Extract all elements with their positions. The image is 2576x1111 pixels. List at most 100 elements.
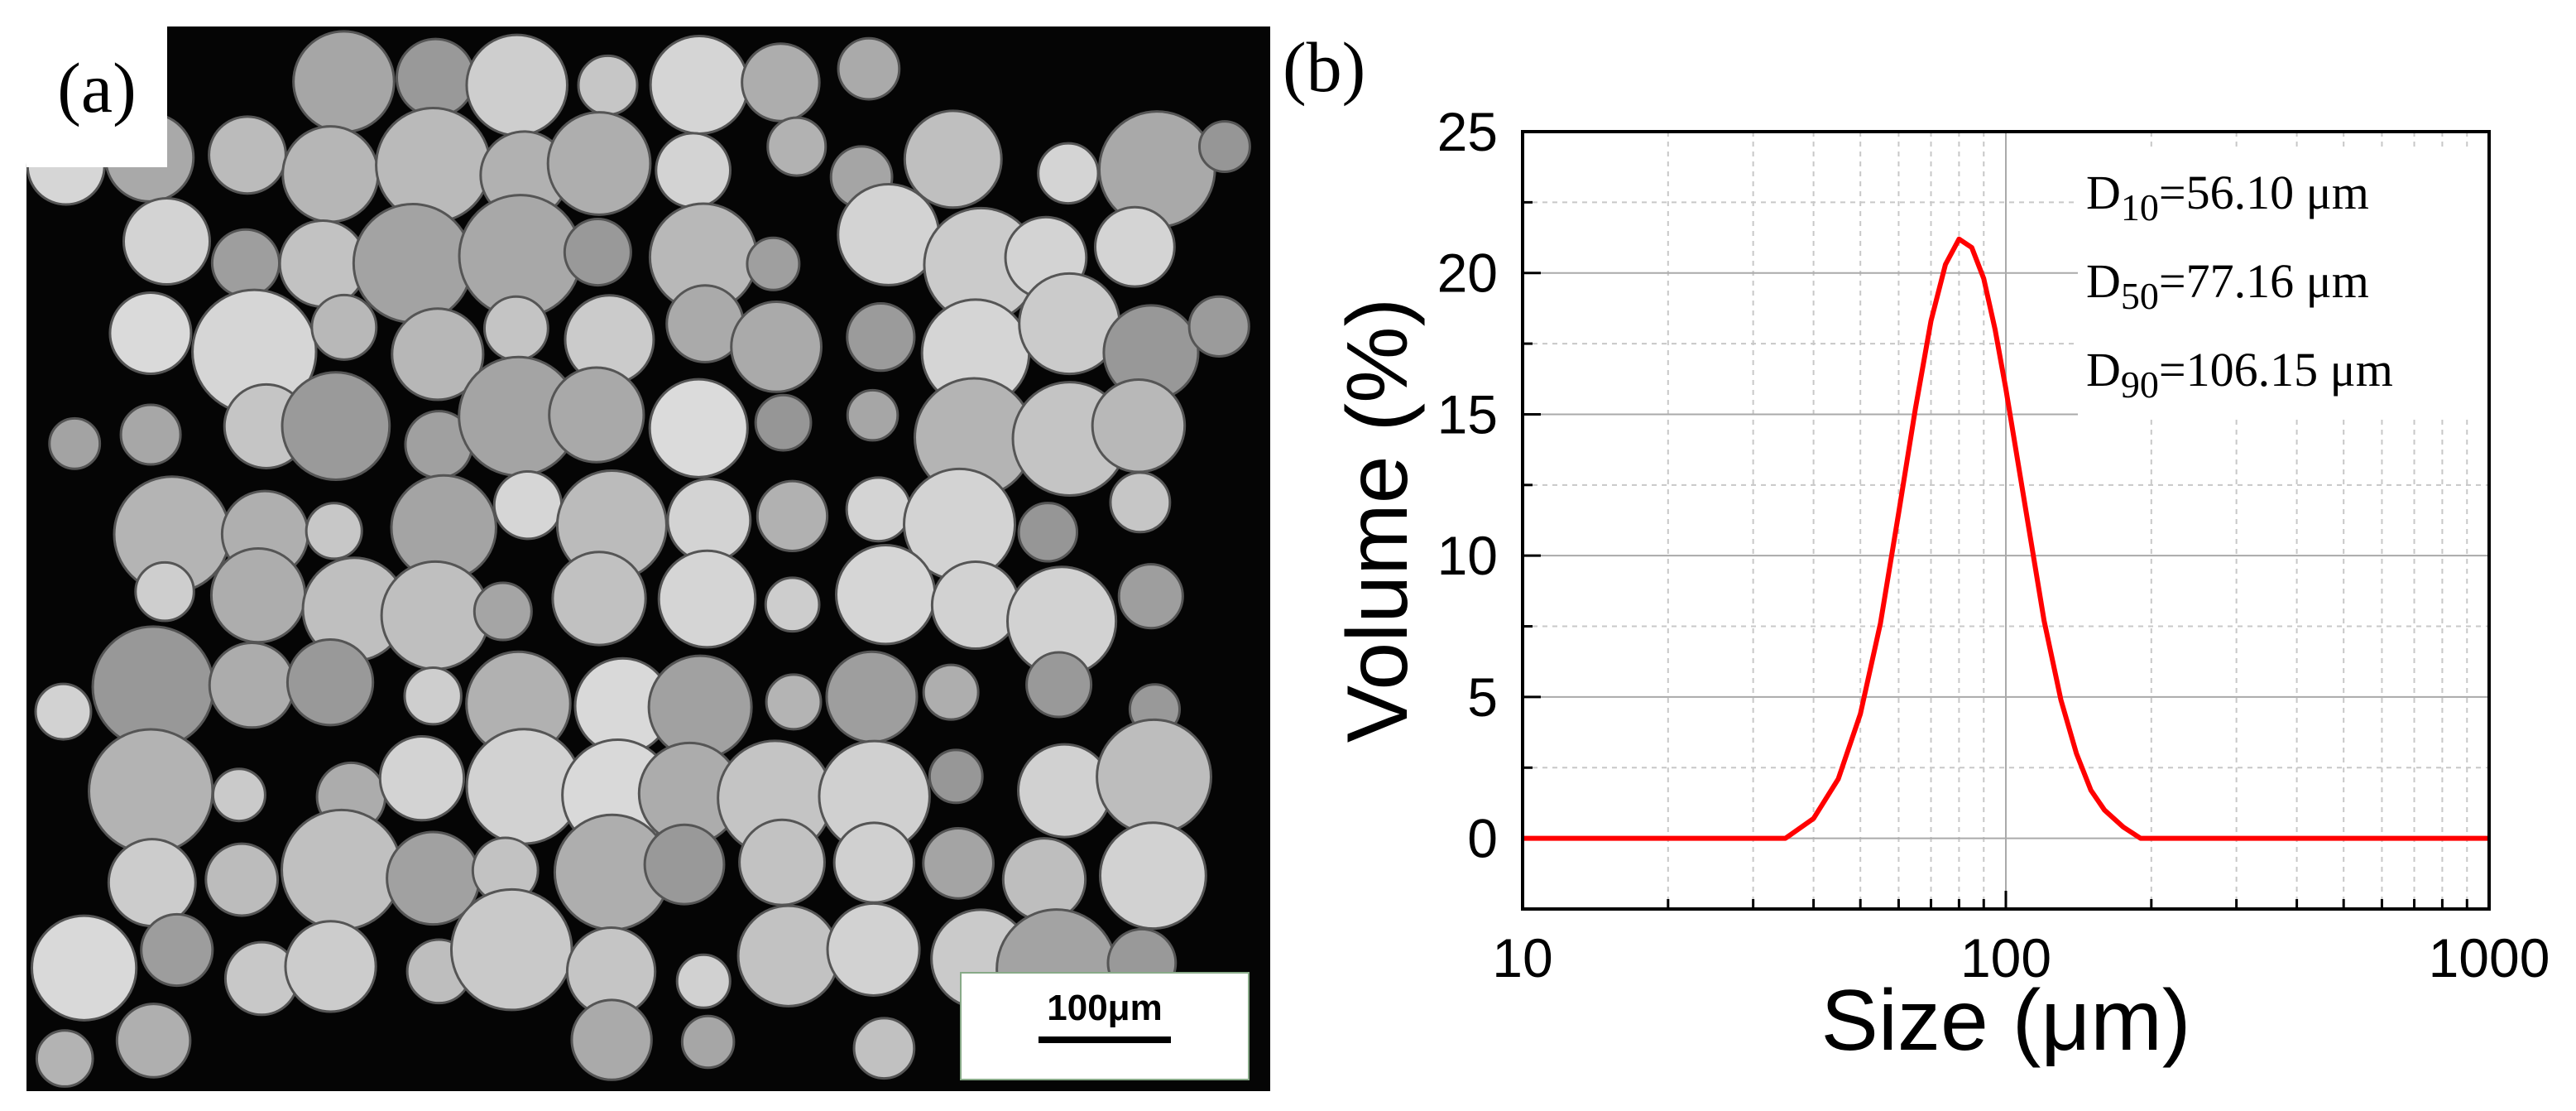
particle bbox=[482, 295, 549, 362]
particle bbox=[746, 236, 801, 291]
particle bbox=[292, 30, 396, 133]
particle bbox=[473, 581, 533, 642]
particle bbox=[122, 197, 212, 286]
particle bbox=[845, 476, 912, 543]
annotation: D50=77.16 μm bbox=[2086, 254, 2369, 317]
x-axis-label: Size (μm) bbox=[1820, 973, 2190, 1069]
particle bbox=[108, 291, 193, 375]
particle bbox=[657, 549, 757, 649]
particle bbox=[208, 642, 296, 729]
particle bbox=[928, 748, 984, 805]
particle bbox=[643, 823, 726, 906]
y-axis-label: Volume (%) bbox=[1330, 298, 1426, 743]
annotation-text: =56.10 μm bbox=[2159, 166, 2369, 219]
particle bbox=[209, 547, 307, 644]
panel-label: (a) bbox=[57, 48, 136, 127]
particle bbox=[284, 920, 377, 1013]
particle bbox=[88, 728, 214, 854]
particle bbox=[140, 912, 214, 988]
particle bbox=[738, 818, 826, 907]
particle bbox=[380, 560, 491, 671]
particle bbox=[548, 366, 645, 464]
particle bbox=[1097, 110, 1216, 228]
particle bbox=[375, 107, 492, 224]
particle bbox=[395, 37, 476, 118]
particle bbox=[741, 42, 821, 123]
particle bbox=[1093, 205, 1176, 288]
particle bbox=[281, 371, 391, 482]
particle bbox=[922, 827, 995, 900]
particle bbox=[570, 998, 653, 1081]
particle bbox=[1001, 837, 1087, 922]
particle bbox=[34, 682, 93, 741]
annotation-subscript: 50 bbox=[2121, 275, 2159, 317]
plot-frame bbox=[1521, 130, 2491, 911]
particle bbox=[391, 307, 485, 402]
particle bbox=[208, 115, 287, 195]
scale-bar-label: 100μm bbox=[1047, 988, 1162, 1028]
particle bbox=[281, 125, 380, 224]
particle bbox=[765, 673, 823, 731]
particle bbox=[846, 388, 899, 442]
particle bbox=[930, 560, 1020, 651]
annotation-box bbox=[2078, 147, 2489, 419]
annotation-text: =106.15 μm bbox=[2159, 343, 2393, 397]
particle bbox=[852, 1017, 916, 1080]
y-tick-label: 15 bbox=[1437, 383, 1498, 445]
particle bbox=[210, 228, 281, 298]
particle bbox=[1109, 471, 1172, 534]
particle bbox=[675, 953, 732, 1009]
particle bbox=[1037, 142, 1100, 205]
annotation-subscript: 10 bbox=[2121, 186, 2159, 228]
data-line bbox=[1523, 236, 2489, 841]
particle bbox=[35, 1029, 94, 1088]
particle bbox=[119, 403, 182, 466]
particle bbox=[107, 838, 197, 928]
particle bbox=[754, 393, 813, 452]
particle bbox=[837, 36, 901, 101]
annotation-symbol: D bbox=[2086, 254, 2121, 308]
particle bbox=[835, 544, 937, 646]
particle bbox=[1025, 651, 1093, 719]
particle bbox=[826, 902, 921, 997]
x-tick-label: 100 bbox=[1960, 927, 2051, 988]
particle bbox=[403, 666, 463, 726]
particle bbox=[449, 887, 573, 1012]
y-tick-label: 25 bbox=[1437, 101, 1498, 162]
particle bbox=[903, 109, 1003, 209]
particle bbox=[922, 663, 980, 721]
y-tick-label: 5 bbox=[1467, 666, 1498, 728]
particle bbox=[736, 904, 840, 1008]
particle bbox=[648, 378, 749, 479]
panel-label: (b) bbox=[1283, 27, 1365, 107]
particle bbox=[666, 478, 752, 563]
particle bbox=[756, 479, 829, 553]
particle bbox=[655, 132, 732, 209]
particle bbox=[204, 842, 280, 917]
annotation-subscript: 90 bbox=[2121, 363, 2159, 406]
x-tick-label: 10 bbox=[1492, 927, 1552, 988]
y-tick-label: 0 bbox=[1467, 808, 1498, 869]
particle bbox=[492, 469, 564, 541]
particle bbox=[465, 33, 568, 137]
particle bbox=[305, 502, 363, 560]
panel-label-box bbox=[26, 26, 167, 167]
particle bbox=[1197, 120, 1251, 174]
particle bbox=[563, 218, 632, 287]
particle bbox=[649, 35, 750, 135]
particle bbox=[1187, 295, 1250, 358]
particle bbox=[730, 301, 823, 393]
particle bbox=[766, 116, 827, 177]
particle bbox=[825, 650, 919, 743]
sem-image bbox=[26, 26, 1270, 1091]
particle bbox=[31, 914, 138, 1022]
particle bbox=[211, 767, 266, 823]
y-tick-label: 10 bbox=[1437, 525, 1498, 586]
annotation-text: =77.16 μm bbox=[2159, 254, 2369, 308]
particle bbox=[310, 293, 378, 361]
particle bbox=[764, 576, 821, 633]
y-tick-label: 20 bbox=[1437, 243, 1498, 304]
particle bbox=[48, 416, 102, 470]
particle bbox=[551, 551, 647, 647]
annotation: D10=56.10 μm bbox=[2086, 166, 2369, 228]
